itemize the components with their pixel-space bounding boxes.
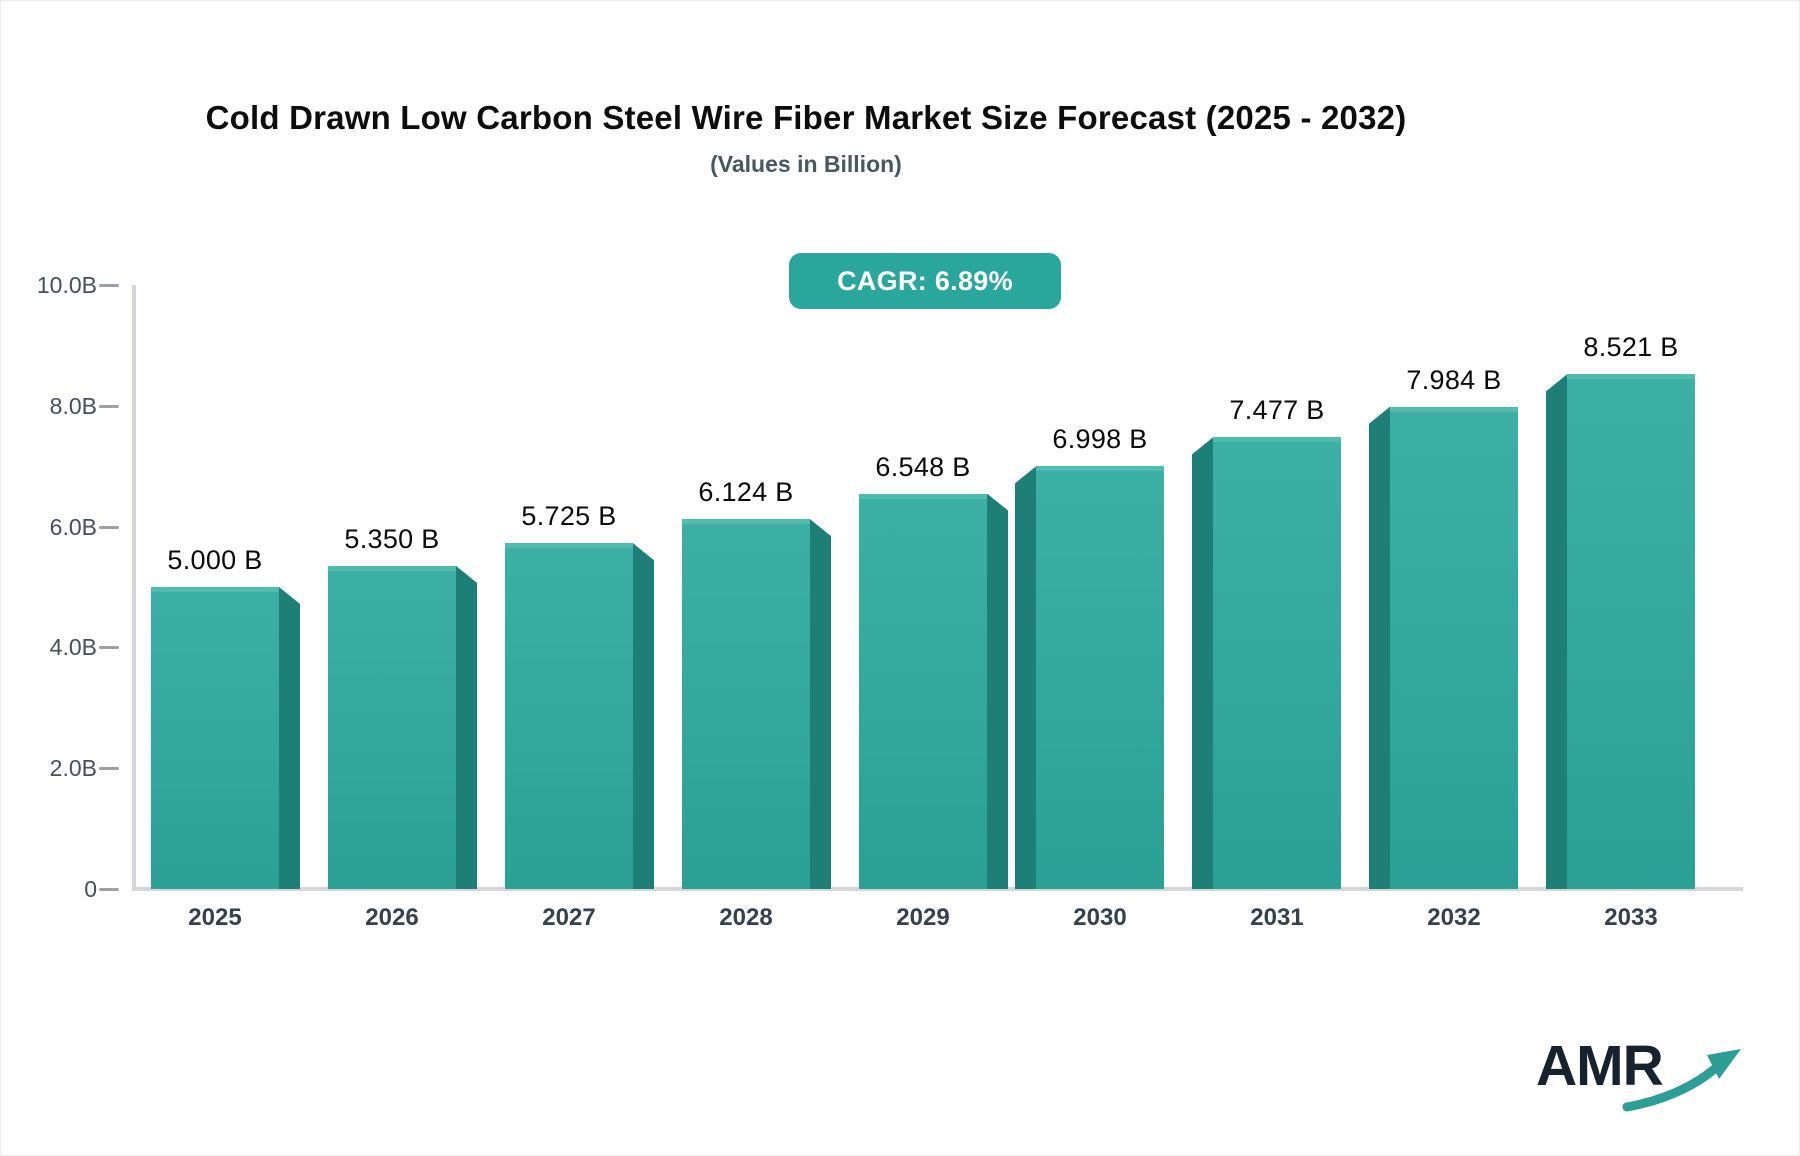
y-tick-label: 0: [84, 876, 97, 902]
cagr-badge-label: CAGR: 6.89%: [837, 265, 1013, 296]
x-axis-category-label: 2032: [1427, 904, 1481, 931]
bar-2027: [505, 543, 633, 889]
y-axis-line: [132, 285, 136, 891]
bar-side-panel: [456, 565, 477, 889]
y-tick-dash: [99, 284, 119, 287]
bar-2032: [1390, 406, 1518, 889]
bar-value-label: 7.984 B: [1406, 364, 1502, 395]
x-axis-line: [132, 887, 1743, 891]
y-tick-label: 10.0B: [36, 272, 97, 298]
chart-subtitle: (Values in Billion): [710, 151, 902, 177]
bar-top-highlight: [505, 543, 633, 549]
bar-2029: [859, 493, 987, 889]
bar-top-highlight: [1567, 374, 1695, 380]
bar-2028: [682, 519, 810, 889]
bar-2026: [328, 565, 456, 889]
bar-value-label: 5.725 B: [521, 501, 617, 532]
bar-value-label: 5.350 B: [344, 523, 440, 554]
bar-top-highlight: [859, 493, 987, 499]
bar-side-panel: [987, 493, 1008, 889]
x-axis-category-label: 2031: [1250, 904, 1304, 931]
cagr-badge: CAGR: 6.89%: [789, 253, 1061, 309]
bar-2031: [1213, 437, 1341, 889]
bar-top-highlight: [1036, 466, 1164, 472]
amr-logo-text: AMR: [1536, 1034, 1664, 1098]
bar-2025: [151, 587, 279, 889]
bar-value-label: 6.548 B: [875, 451, 971, 482]
x-axis-category-label: 2027: [542, 904, 596, 931]
x-axis-category-label: 2029: [896, 904, 950, 931]
bar-side-panel: [633, 543, 654, 889]
bar-side-panel: [1192, 437, 1213, 889]
bar-side-panel: [810, 519, 831, 889]
x-axis-category-label: 2033: [1604, 904, 1658, 931]
y-tick-dash: [99, 525, 119, 529]
chart-title: Cold Drawn Low Carbon Steel Wire Fiber M…: [205, 99, 1407, 136]
bar-2030: [1036, 466, 1164, 889]
bar-top-highlight: [682, 519, 810, 525]
bar-top-highlight: [151, 587, 279, 592]
y-tick-label: 6.0B: [49, 513, 97, 540]
bar-top-highlight: [1213, 437, 1341, 443]
bar-side-panel: [1369, 406, 1390, 889]
y-tick-label: 2.0B: [49, 755, 97, 782]
bar-value-label: 7.477 B: [1229, 395, 1325, 426]
growth-arrow-icon: [1622, 1049, 1741, 1112]
bar-value-label: 5.000 B: [167, 545, 263, 575]
y-tick-dash: [99, 646, 119, 650]
bar-2033: [1567, 374, 1695, 889]
bar-top-highlight: [328, 565, 456, 571]
bar-value-label: 6.124 B: [698, 477, 794, 508]
bar-side-panel: [1546, 374, 1567, 889]
x-axis-category-label: 2030: [1073, 904, 1127, 931]
y-tick-dash: [99, 767, 119, 771]
x-axis-category-label: 2026: [365, 904, 419, 931]
amr-logo: AMR: [1536, 1033, 1741, 1113]
bar-side-panel: [279, 587, 300, 889]
x-axis-category-label: 2028: [719, 904, 773, 931]
bar-value-label: 6.998 B: [1052, 424, 1148, 455]
y-tick-dash: [99, 404, 119, 408]
bar-value-label: 8.521 B: [1583, 332, 1679, 363]
y-tick-label: 8.0B: [49, 392, 97, 419]
y-tick-dash: [99, 888, 119, 891]
bar-top-highlight: [1390, 406, 1518, 412]
bar-side-panel: [1015, 466, 1036, 889]
x-axis-category-label: 2025: [188, 904, 242, 931]
y-tick-label: 4.0B: [49, 634, 97, 661]
